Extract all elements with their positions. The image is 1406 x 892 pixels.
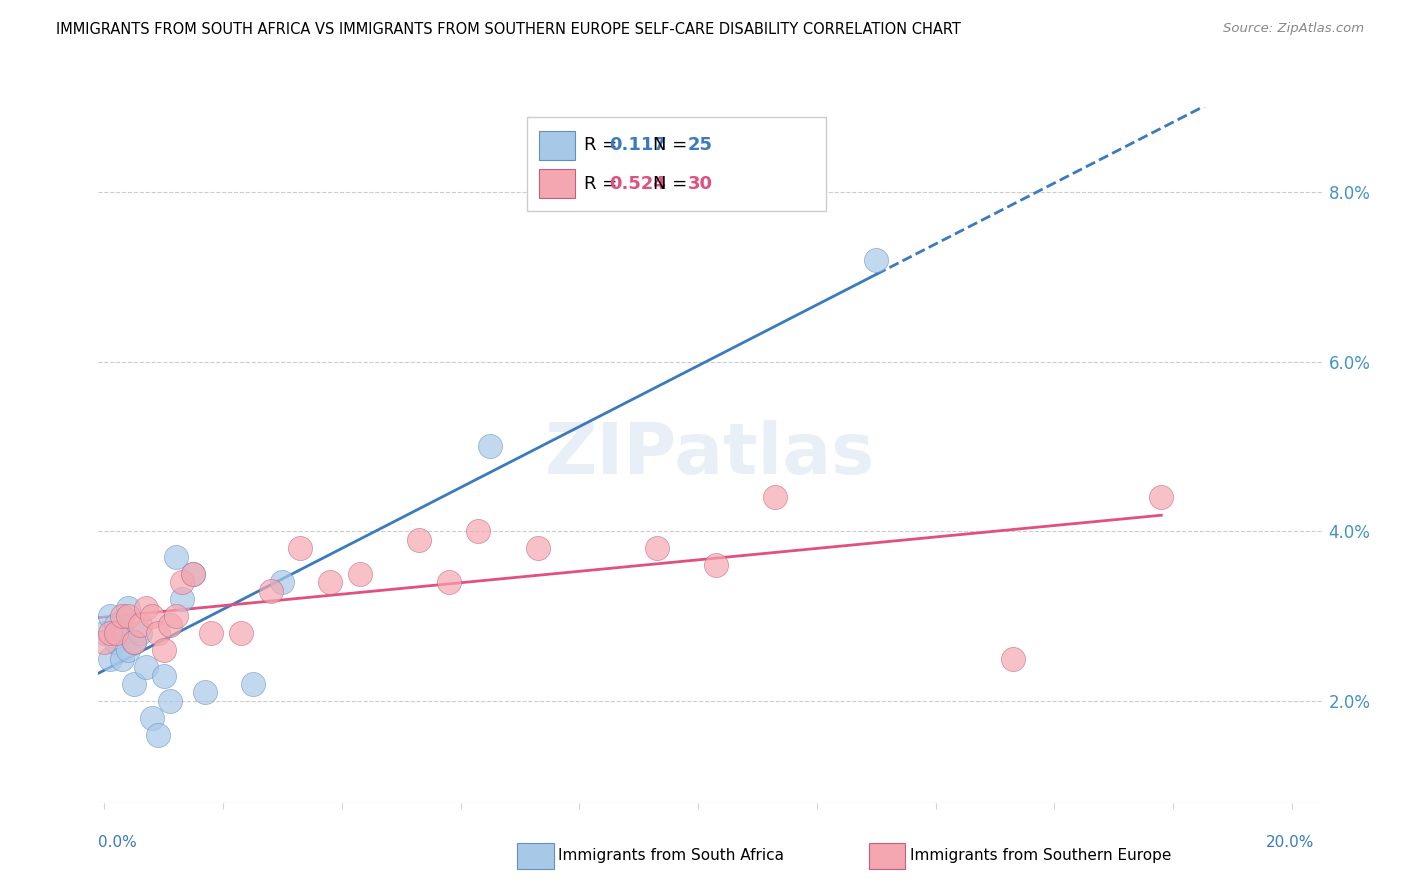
Point bbox=[319, 575, 342, 590]
Point bbox=[170, 592, 193, 607]
Point bbox=[117, 600, 139, 615]
Point bbox=[105, 617, 128, 632]
Point bbox=[146, 626, 169, 640]
Text: Source: ZipAtlas.com: Source: ZipAtlas.com bbox=[1223, 22, 1364, 36]
Point bbox=[200, 626, 222, 640]
Point bbox=[135, 660, 157, 674]
Point bbox=[271, 575, 294, 590]
Text: ZIPatlas: ZIPatlas bbox=[546, 420, 875, 490]
Point bbox=[98, 609, 121, 624]
Text: R =: R = bbox=[585, 136, 623, 154]
Text: 25: 25 bbox=[688, 136, 713, 154]
Point bbox=[763, 491, 786, 505]
Text: N =: N = bbox=[654, 175, 693, 193]
Point bbox=[122, 634, 145, 648]
Point bbox=[98, 651, 121, 665]
Point bbox=[117, 609, 139, 624]
Point bbox=[93, 634, 115, 648]
Point bbox=[111, 626, 134, 640]
Text: Immigrants from Southern Europe: Immigrants from Southern Europe bbox=[910, 848, 1171, 863]
FancyBboxPatch shape bbox=[538, 131, 575, 160]
Point bbox=[183, 566, 205, 581]
Text: 0.0%: 0.0% bbox=[98, 836, 138, 850]
Point bbox=[165, 609, 187, 624]
Point bbox=[111, 651, 134, 665]
Point bbox=[159, 617, 181, 632]
Point bbox=[152, 668, 174, 682]
Text: 0.117: 0.117 bbox=[609, 136, 665, 154]
FancyBboxPatch shape bbox=[538, 169, 575, 198]
Point bbox=[865, 252, 887, 267]
Point bbox=[93, 626, 115, 640]
Point bbox=[159, 694, 181, 708]
Point bbox=[229, 626, 252, 640]
Point bbox=[242, 677, 264, 691]
Point bbox=[170, 575, 193, 590]
Point bbox=[141, 609, 163, 624]
Point bbox=[129, 617, 152, 632]
Point bbox=[349, 566, 371, 581]
Point bbox=[152, 643, 174, 657]
Point bbox=[704, 558, 727, 573]
Point bbox=[645, 541, 668, 556]
Point bbox=[1001, 651, 1024, 665]
Point bbox=[105, 626, 128, 640]
Point bbox=[146, 728, 169, 742]
Point bbox=[467, 524, 489, 539]
Text: IMMIGRANTS FROM SOUTH AFRICA VS IMMIGRANTS FROM SOUTHERN EUROPE SELF-CARE DISABI: IMMIGRANTS FROM SOUTH AFRICA VS IMMIGRAN… bbox=[56, 22, 962, 37]
Point bbox=[141, 711, 163, 725]
FancyBboxPatch shape bbox=[526, 118, 827, 211]
Point bbox=[183, 566, 205, 581]
Text: 20.0%: 20.0% bbox=[1267, 836, 1315, 850]
Point bbox=[290, 541, 312, 556]
Point bbox=[117, 643, 139, 657]
Point bbox=[1150, 491, 1173, 505]
Point bbox=[122, 634, 145, 648]
Text: Immigrants from South Africa: Immigrants from South Africa bbox=[558, 848, 785, 863]
Point bbox=[408, 533, 430, 547]
Text: 30: 30 bbox=[688, 175, 713, 193]
Text: N =: N = bbox=[654, 136, 693, 154]
Text: R =: R = bbox=[585, 175, 623, 193]
Point bbox=[129, 626, 152, 640]
Point bbox=[194, 685, 217, 699]
Point bbox=[479, 439, 502, 453]
Text: 0.524: 0.524 bbox=[609, 175, 665, 193]
Point bbox=[527, 541, 550, 556]
Point bbox=[98, 626, 121, 640]
Point bbox=[135, 600, 157, 615]
Point bbox=[105, 634, 128, 648]
Point bbox=[437, 575, 460, 590]
Point bbox=[259, 583, 281, 598]
Point bbox=[111, 609, 134, 624]
Point bbox=[122, 677, 145, 691]
Point bbox=[165, 549, 187, 564]
